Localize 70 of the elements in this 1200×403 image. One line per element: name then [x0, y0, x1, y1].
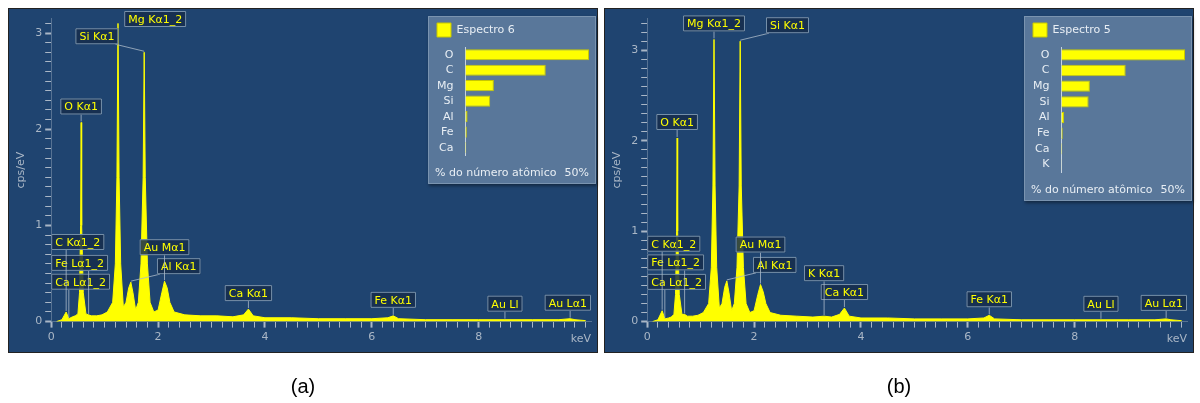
y-tick-label: Fe — [1036, 126, 1050, 140]
annotation: Al Kα1 — [756, 258, 793, 272]
y-tick-label: 3 — [35, 25, 43, 39]
y-tick-label: C — [445, 63, 454, 77]
legend-label: Espectro 5 — [1052, 22, 1111, 36]
annotation: Si Kα1 — [769, 19, 805, 33]
x-tick-label: 8 — [1071, 330, 1079, 344]
y-tick-label: Al — [442, 109, 454, 123]
x-tick-label: 4 — [857, 330, 865, 344]
annotation: O Kα1 — [64, 100, 98, 114]
y-tick-label: 1 — [35, 218, 43, 232]
y-tick-label: C — [1041, 63, 1050, 77]
annotation: K Kα1 — [808, 267, 841, 281]
annotation: Au Lα1 — [1144, 296, 1183, 310]
y-tick-label: 3 — [631, 43, 639, 57]
y-tick-label: Mg — [436, 78, 454, 92]
y-tick-label: Fe — [440, 125, 454, 139]
annotation: Au Ll — [491, 297, 519, 311]
y-tick-label: O — [444, 47, 454, 61]
y-tick-label: Si — [443, 94, 454, 108]
annotation: O Kα1 — [660, 115, 694, 129]
annotation: Au Mα1 — [739, 238, 782, 252]
y-tick-label: 1 — [631, 224, 639, 238]
annotation: Fe Kα1 — [970, 293, 1008, 307]
annotation: Ca Kα1 — [824, 285, 865, 299]
text: (a) — [289, 375, 317, 398]
annotation: Mg Kα1_2 — [128, 12, 183, 26]
y-tick-label: 0 — [631, 314, 639, 328]
y-tick-label: Ca — [439, 140, 454, 154]
y-axis-title: cps/eV — [14, 151, 28, 189]
y-tick-label: K — [1042, 157, 1051, 171]
annotation: Ca Kα1 — [228, 286, 269, 300]
annotation: Fe Lα1_2 — [55, 256, 105, 270]
x-tick-label: 4 — [261, 330, 269, 344]
x-axis-title: keV — [1166, 332, 1188, 346]
x-axis-title: % do número atômico — [435, 166, 557, 179]
annotation: Au Lα1 — [548, 296, 587, 310]
x-tick-label: 6 — [964, 330, 972, 344]
y-axis-title: cps/eV — [610, 151, 624, 189]
annotation: Al Kα1 — [160, 260, 197, 274]
y-tick-label: Mg — [1032, 79, 1050, 93]
annotation: Fe Kα1 — [374, 293, 412, 307]
text: (b) — [885, 375, 913, 398]
legend-label: Espectro 6 — [456, 22, 515, 36]
x-axis-title: % do número atômico — [1031, 183, 1153, 196]
x-tick-label: 2 — [750, 330, 758, 344]
x-tick-label: 8 — [475, 330, 483, 344]
annotation: Au Mα1 — [143, 241, 186, 255]
annotation: 50% — [1160, 183, 1185, 196]
x-tick-label: 2 — [154, 330, 162, 344]
x-tick-label: 0 — [643, 330, 651, 344]
y-tick-label: 2 — [631, 133, 639, 147]
annotation: Si Kα1 — [79, 30, 115, 44]
annotation: Ca Lα1_2 — [651, 275, 702, 289]
annotation: Mg Kα1_2 — [687, 17, 741, 31]
x-tick-label: 0 — [47, 330, 55, 344]
x-tick-label: 6 — [368, 330, 376, 344]
y-tick-label: O — [1040, 47, 1050, 61]
annotation: 50% — [564, 166, 589, 179]
annotation: C Kα1_2 — [55, 235, 101, 249]
y-tick-label: 2 — [35, 122, 43, 136]
x-axis-title: keV — [570, 332, 592, 346]
y-tick-label: Si — [1039, 94, 1050, 108]
annotation: C Kα1_2 — [651, 237, 697, 251]
y-tick-label: Al — [1038, 110, 1050, 124]
annotation: Au Ll — [1087, 297, 1115, 311]
y-tick-label: 0 — [35, 314, 43, 328]
annotation: Ca Lα1_2 — [55, 275, 106, 289]
annotation: Fe Lα1_2 — [651, 256, 701, 270]
y-tick-label: Ca — [1035, 141, 1050, 155]
